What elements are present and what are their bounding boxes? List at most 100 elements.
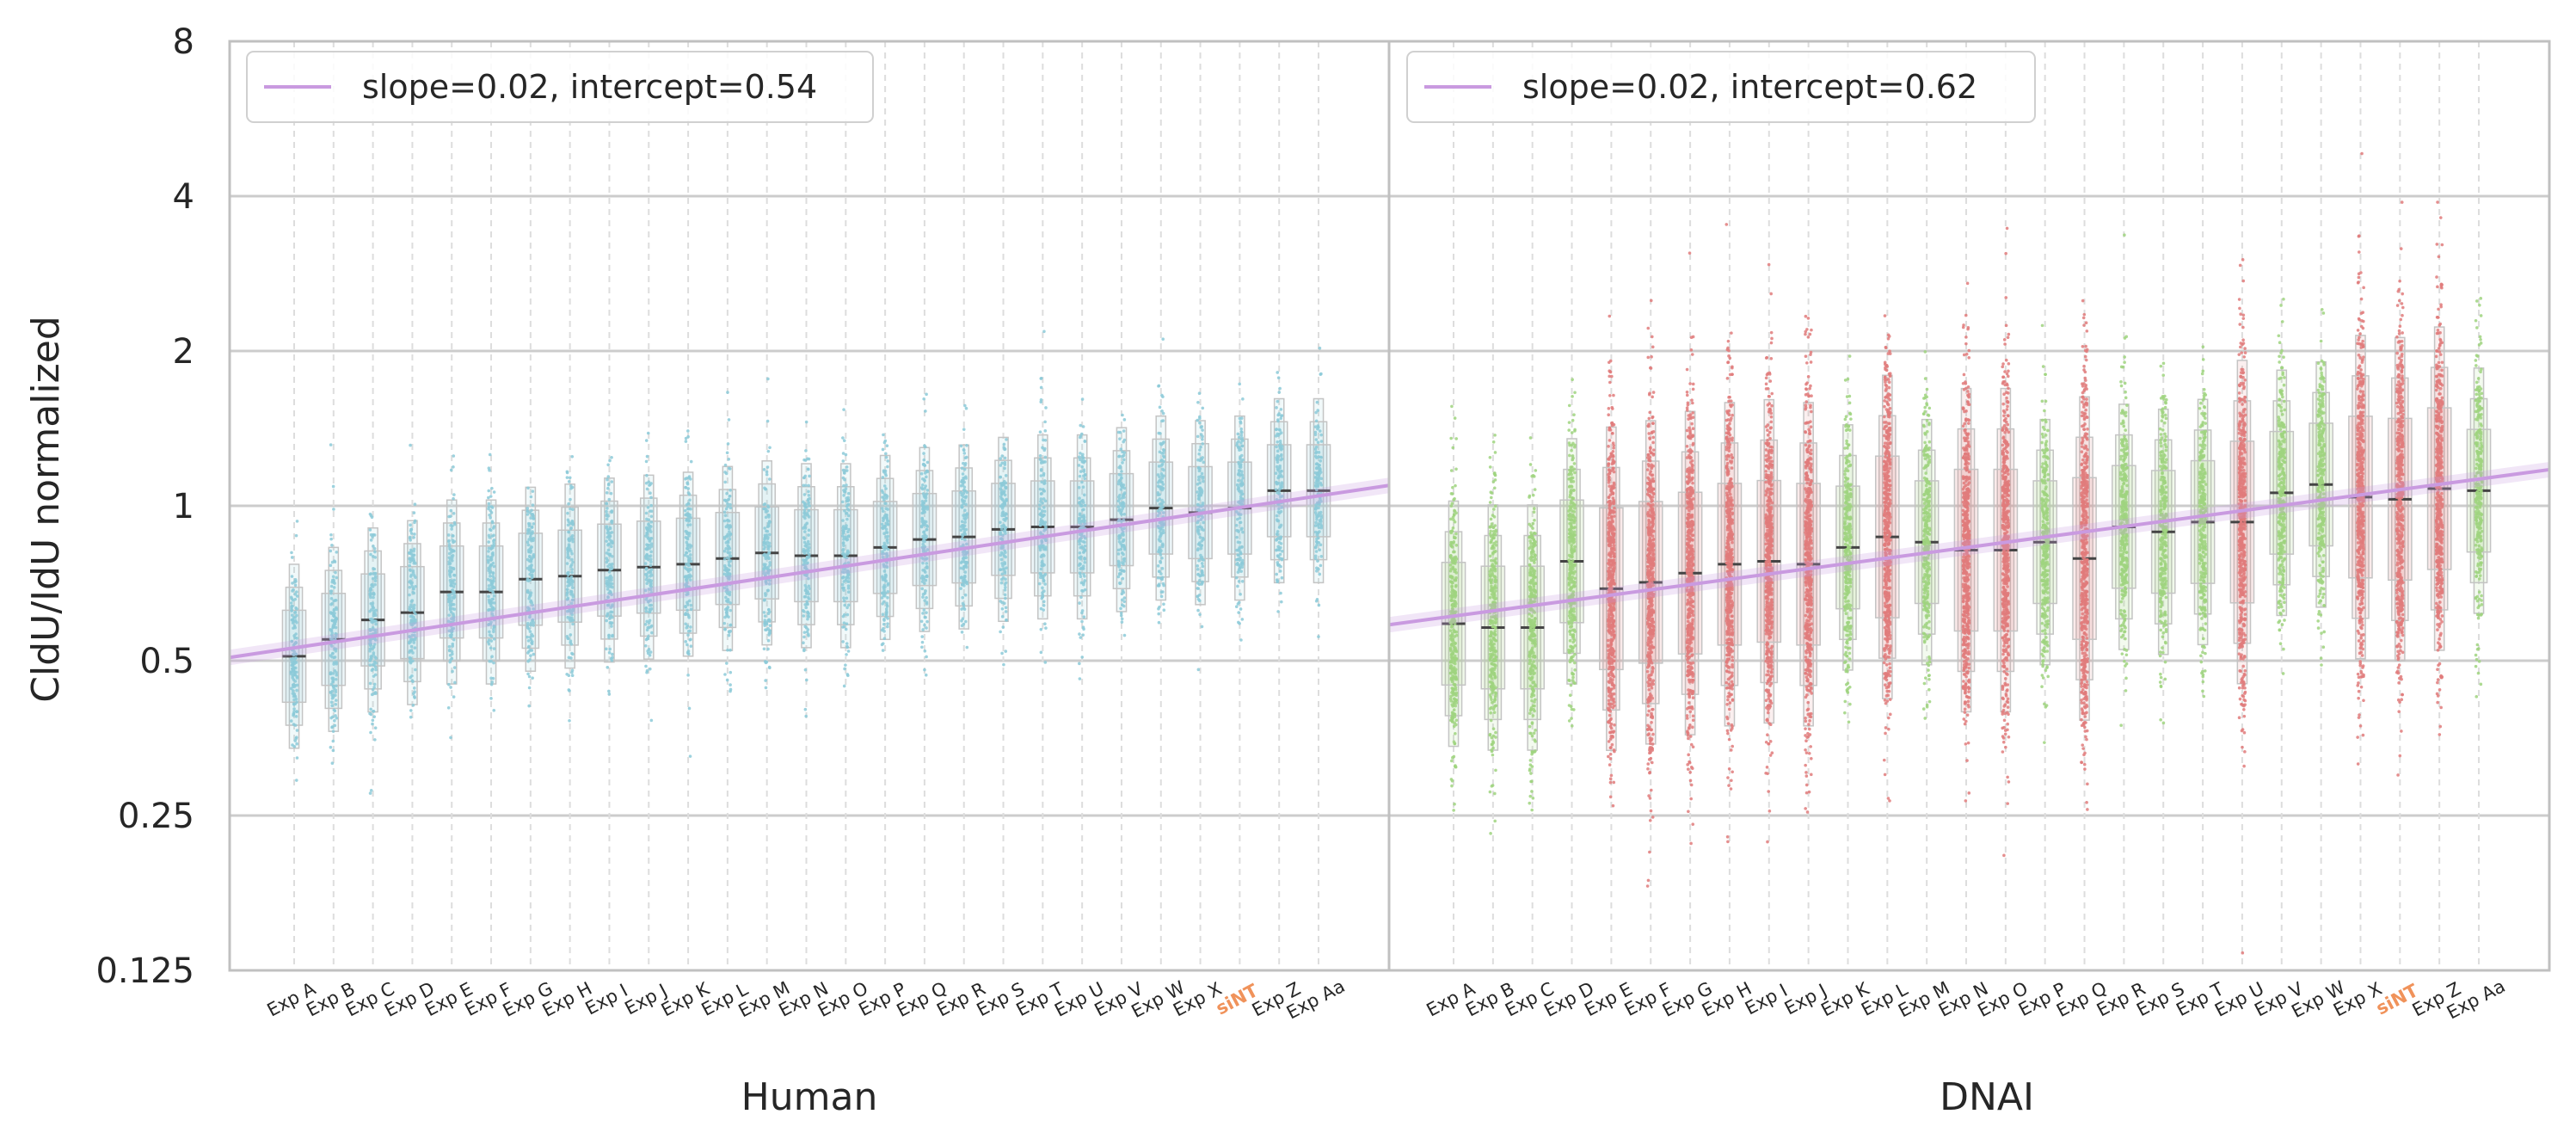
data-point — [924, 673, 928, 677]
data-point — [1197, 475, 1201, 479]
data-point — [446, 594, 451, 597]
data-point — [1039, 517, 1043, 521]
data-point — [885, 495, 889, 498]
data-point — [1120, 620, 1124, 624]
data-point — [1198, 421, 1202, 425]
data-point — [1534, 729, 1537, 732]
data-point — [723, 514, 728, 518]
data-point — [1082, 508, 1085, 512]
data-point — [1160, 485, 1164, 489]
data-point — [723, 480, 728, 484]
data-point — [1533, 519, 1536, 522]
data-point — [729, 683, 732, 686]
data-point — [452, 595, 457, 599]
data-point — [923, 615, 927, 619]
data-point — [295, 676, 299, 680]
data-point — [1238, 416, 1242, 421]
data-point — [1276, 548, 1279, 552]
data-point — [727, 497, 731, 502]
data-point — [329, 690, 333, 694]
data-point — [845, 503, 850, 508]
data-point — [1039, 397, 1043, 402]
data-point — [999, 581, 1004, 585]
data-point — [1201, 564, 1205, 569]
data-point — [724, 611, 729, 614]
data-point — [687, 492, 692, 496]
data-point — [1315, 566, 1319, 570]
data-point — [1530, 790, 1534, 793]
data-point — [606, 475, 611, 478]
data-point — [728, 564, 732, 568]
data-point — [1196, 668, 1201, 672]
data-point — [334, 699, 338, 702]
data-point — [1239, 421, 1243, 425]
data-point — [529, 495, 533, 499]
data-point — [1453, 416, 1457, 420]
data-point — [1534, 576, 1537, 579]
data-point — [1196, 587, 1201, 590]
data-point — [332, 661, 336, 664]
data-point — [962, 514, 965, 517]
data-point — [765, 419, 770, 423]
data-point — [1196, 477, 1201, 482]
data-point — [610, 509, 613, 514]
data-point — [605, 509, 608, 514]
data-point — [414, 668, 417, 672]
data-point — [290, 556, 294, 559]
data-point — [289, 686, 293, 691]
data-point — [1080, 459, 1085, 463]
data-point — [289, 672, 293, 676]
data-point — [1236, 432, 1240, 436]
data-point — [685, 540, 689, 545]
data-point — [1276, 519, 1281, 523]
data-point — [1122, 418, 1127, 422]
data-point — [412, 560, 416, 563]
data-point — [490, 583, 494, 588]
data-point — [492, 539, 495, 543]
data-point — [1454, 718, 1459, 723]
data-point — [1119, 613, 1123, 618]
data-point — [1196, 400, 1200, 404]
data-point — [1237, 446, 1240, 450]
data-point — [1197, 541, 1202, 545]
data-point — [1083, 440, 1087, 443]
data-point — [806, 628, 810, 631]
data-point — [843, 667, 846, 671]
data-point — [1042, 563, 1046, 567]
data-point — [1003, 466, 1006, 471]
data-point — [331, 739, 335, 743]
data-point — [333, 621, 336, 625]
data-point — [489, 697, 493, 700]
data-point — [334, 714, 337, 717]
data-point — [1528, 619, 1531, 623]
data-point — [1196, 434, 1200, 439]
data-point — [1201, 406, 1205, 410]
data-point — [527, 686, 532, 690]
data-point — [1280, 550, 1284, 553]
data-point — [1448, 629, 1453, 632]
data-point — [688, 754, 692, 758]
data-point — [963, 532, 967, 536]
data-point — [610, 554, 614, 558]
data-point — [487, 642, 491, 646]
data-point — [1450, 404, 1454, 409]
data-point — [1083, 544, 1087, 548]
data-point — [1450, 779, 1454, 783]
data-point — [1043, 572, 1048, 576]
data-point — [1200, 562, 1204, 565]
data-point — [650, 631, 654, 635]
data-point — [290, 613, 294, 617]
data-point — [883, 524, 887, 528]
data-point — [447, 551, 452, 556]
data-point — [649, 557, 653, 561]
data-point — [528, 578, 532, 582]
data-point — [882, 545, 886, 548]
data-point — [371, 601, 375, 606]
data-point — [1239, 569, 1244, 573]
data-point — [766, 552, 770, 556]
data-point — [802, 648, 806, 651]
data-point — [886, 583, 889, 587]
data-point — [1572, 610, 1576, 613]
data-point — [808, 504, 811, 508]
data-point — [645, 532, 649, 537]
